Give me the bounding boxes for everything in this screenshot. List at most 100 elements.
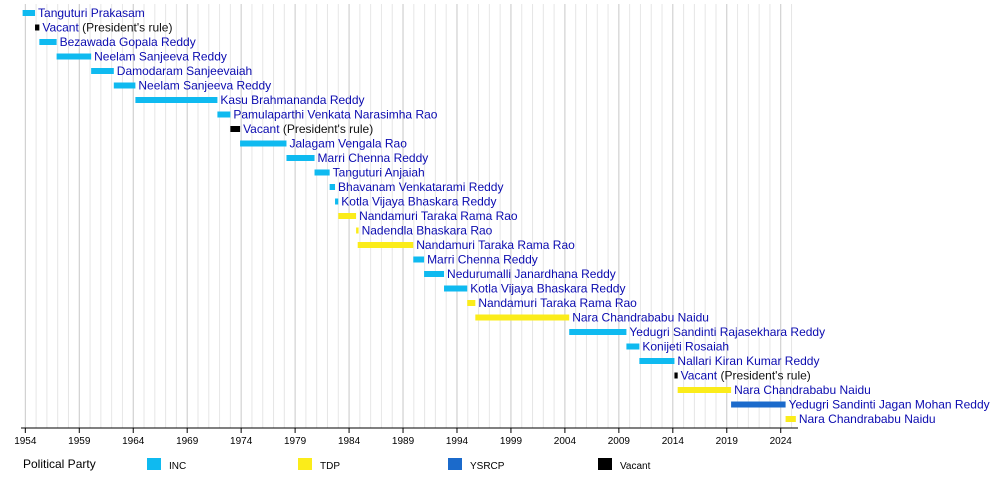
term-bar bbox=[356, 227, 359, 234]
term-label: Kasu Brahmananda Reddy bbox=[220, 93, 364, 107]
x-tick-label: 1999 bbox=[500, 436, 523, 447]
x-tick-label: 1994 bbox=[446, 436, 469, 447]
term-bar bbox=[677, 387, 732, 393]
term-bar bbox=[22, 10, 36, 16]
x-tick-label: 1964 bbox=[122, 436, 145, 447]
term-label: Damodaram Sanjeevaiah bbox=[117, 64, 252, 78]
term-name: Nara Chandrababu Naidu bbox=[799, 412, 936, 426]
term-name: Nara Chandrababu Naidu bbox=[572, 311, 709, 325]
term-note: (President's rule) bbox=[717, 369, 811, 383]
term-name: Kotla Vijaya Bhaskara Reddy bbox=[341, 195, 496, 209]
grid-lines bbox=[24, 4, 793, 428]
term-label: Nara Chandrababu Naidu bbox=[734, 383, 871, 397]
term-bar bbox=[286, 155, 315, 161]
term-name: Nara Chandrababu Naidu bbox=[734, 383, 871, 397]
term-bar bbox=[335, 198, 339, 205]
term-bar bbox=[217, 111, 231, 118]
term-label: Nara Chandrababu Naidu bbox=[572, 311, 709, 325]
term-name: Neelam Sanjeeva Reddy bbox=[138, 79, 271, 93]
term-name: Kasu Brahmananda Reddy bbox=[220, 93, 364, 107]
x-tick-label: 1974 bbox=[230, 436, 253, 447]
x-tick-label: 1959 bbox=[68, 436, 91, 447]
term-bar bbox=[639, 358, 675, 364]
term-bar bbox=[424, 271, 445, 277]
x-tick-label: 1969 bbox=[176, 436, 199, 447]
legend-label: YSRCP bbox=[470, 461, 505, 472]
term-label: Neelam Sanjeeva Reddy bbox=[94, 50, 227, 64]
term-bar bbox=[731, 401, 786, 408]
term-label: Pamulaparthi Venkata Narasimha Rao bbox=[233, 108, 437, 122]
term-name: Vacant bbox=[681, 369, 718, 383]
term-bar bbox=[91, 68, 114, 74]
term-bar bbox=[357, 242, 414, 248]
term-name: Marri Chenna Reddy bbox=[427, 253, 538, 267]
term-label: Marri Chenna Reddy bbox=[427, 253, 538, 267]
term-bar bbox=[230, 126, 241, 132]
term-bar bbox=[475, 314, 570, 321]
term-label: Konijeti Rosaiah bbox=[642, 340, 729, 354]
term-bar bbox=[113, 82, 136, 89]
term-note: (President's rule) bbox=[79, 21, 173, 35]
legend-title: Political Party bbox=[23, 457, 96, 471]
legend: Political Party INC TDP YSRCP Vacant bbox=[23, 457, 651, 472]
term-name: Vacant bbox=[243, 122, 280, 136]
term-label: Marri Chenna Reddy bbox=[318, 151, 429, 165]
term-name: Jalagam Vengala Rao bbox=[289, 137, 407, 151]
legend-swatch bbox=[448, 458, 462, 470]
term-bars bbox=[22, 10, 796, 422]
x-tick-label: 2004 bbox=[554, 436, 577, 447]
term-label: Nara Chandrababu Naidu bbox=[799, 412, 936, 426]
term-bar bbox=[56, 53, 92, 60]
term-label: Nandamuri Taraka Rama Rao bbox=[359, 209, 518, 223]
term-bar bbox=[413, 256, 425, 263]
term-bar bbox=[240, 140, 287, 147]
term-bar bbox=[785, 416, 796, 422]
x-tick-label: 2019 bbox=[716, 436, 739, 447]
term-label: Nallari Kiran Kumar Reddy bbox=[677, 354, 819, 368]
term-name: Nedurumalli Janardhana Reddy bbox=[447, 267, 616, 281]
term-label: Tanguturi Anjaiah bbox=[333, 166, 425, 180]
term-name: Damodaram Sanjeevaiah bbox=[117, 64, 252, 78]
term-name: Bhavanam Venkatarami Reddy bbox=[338, 180, 503, 194]
term-bar bbox=[626, 343, 640, 350]
term-name: Nallari Kiran Kumar Reddy bbox=[677, 354, 819, 368]
legend-label: INC bbox=[169, 461, 186, 472]
term-bar bbox=[444, 285, 468, 292]
term-name: Nadendla Bhaskara Rao bbox=[362, 224, 493, 238]
term-label: Nandamuri Taraka Rama Rao bbox=[478, 296, 637, 310]
term-label: Bezawada Gopala Reddy bbox=[60, 35, 196, 49]
term-name: Bezawada Gopala Reddy bbox=[60, 35, 196, 49]
term-name: Yedugri Sandinti Rajasekhara Reddy bbox=[629, 325, 825, 339]
term-label: Vacant (President's rule) bbox=[681, 369, 811, 383]
term-label: Yedugri Sandinti Jagan Mohan Reddy bbox=[789, 398, 990, 412]
term-name: Konijeti Rosaiah bbox=[642, 340, 729, 354]
term-name: Tanguturi Prakasam bbox=[38, 6, 145, 20]
term-name: Nandamuri Taraka Rama Rao bbox=[359, 209, 518, 223]
legend-swatch bbox=[298, 458, 312, 470]
term-label: Vacant (President's rule) bbox=[243, 122, 373, 136]
term-name: Yedugri Sandinti Jagan Mohan Reddy bbox=[789, 398, 990, 412]
term-label: Kotla Vijaya Bhaskara Reddy bbox=[341, 195, 496, 209]
term-name: Kotla Vijaya Bhaskara Reddy bbox=[470, 282, 625, 296]
legend-swatch bbox=[147, 458, 161, 470]
x-tick-label: 1989 bbox=[392, 436, 415, 447]
x-axis: 1954 1959 1964 1969 1974 1979 1984 1989 1994 1999… bbox=[14, 427, 798, 447]
term-bar bbox=[569, 329, 627, 335]
term-bar bbox=[39, 39, 57, 45]
term-bar bbox=[35, 24, 40, 31]
term-label: Vacant (President's rule) bbox=[42, 21, 172, 35]
x-tick-label: 2009 bbox=[608, 436, 631, 447]
term-bar bbox=[338, 213, 357, 219]
term-label: Tanguturi Prakasam bbox=[38, 6, 145, 20]
x-tick-label: 2024 bbox=[770, 436, 793, 447]
term-label: Kotla Vijaya Bhaskara Reddy bbox=[470, 282, 625, 296]
term-label: Nedurumalli Janardhana Reddy bbox=[447, 267, 616, 281]
legend-swatch bbox=[598, 458, 612, 470]
term-name: Tanguturi Anjaiah bbox=[333, 166, 425, 180]
term-label: Nadendla Bhaskara Rao bbox=[362, 224, 493, 238]
x-tick-label: 1979 bbox=[284, 436, 307, 447]
term-name: Nandamuri Taraka Rama Rao bbox=[478, 296, 637, 310]
term-bar bbox=[674, 372, 678, 379]
